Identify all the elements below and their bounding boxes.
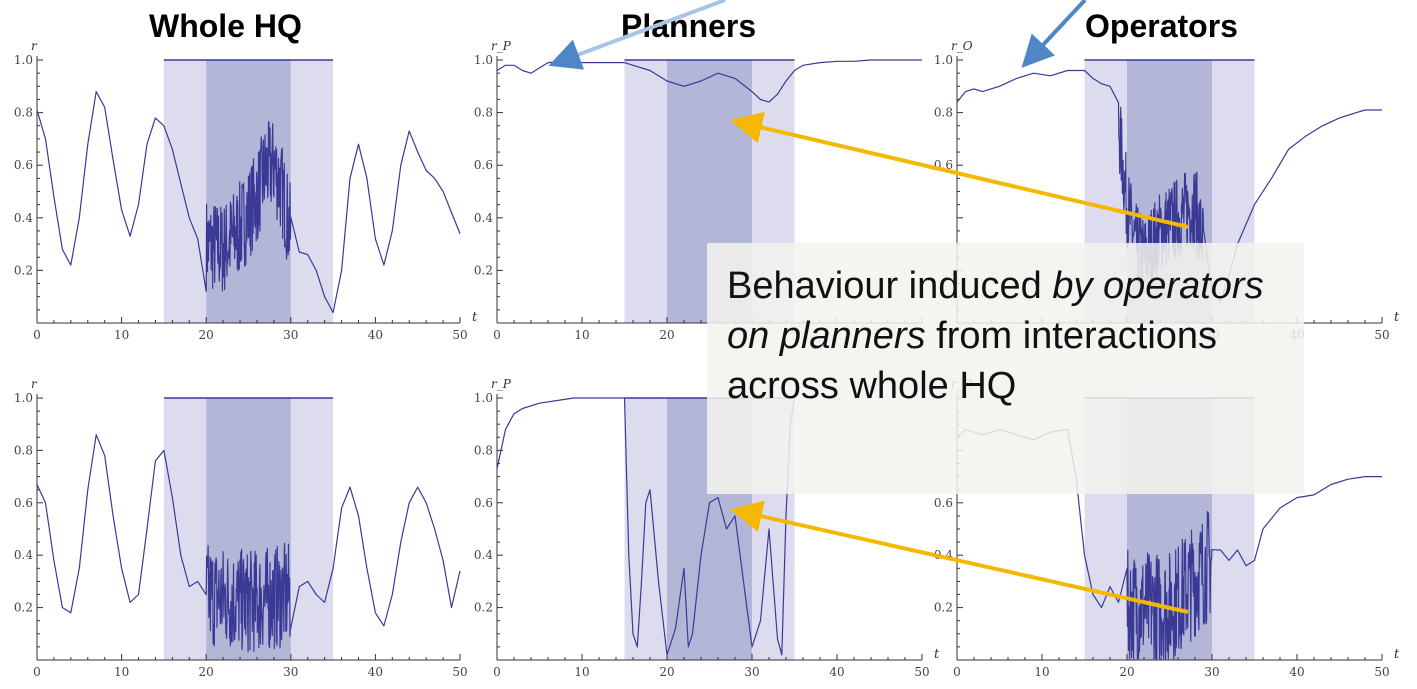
series-line	[36, 434, 461, 653]
x-tick-label: 10	[1034, 665, 1049, 679]
x-axis-label: t	[472, 310, 478, 325]
y-tick-label: 0.8	[474, 443, 493, 457]
series-line	[36, 91, 461, 314]
x-tick-label: 20	[199, 665, 214, 679]
y-tick-label: 0.8	[934, 106, 953, 120]
series-line	[956, 428, 1382, 660]
x-tick-label: 20	[199, 328, 214, 342]
x-tick-label: 40	[829, 665, 844, 679]
x-tick-label: 0	[953, 665, 961, 679]
x-tick-label: 50	[452, 328, 467, 342]
x-axis-label: t	[1394, 647, 1400, 662]
y-tick-label: 1.0	[474, 53, 493, 67]
y-axis-label: r	[31, 39, 38, 53]
y-tick-label: 0.8	[474, 106, 493, 120]
y-tick-label: 0.6	[14, 496, 33, 510]
x-tick-label: 20	[1119, 665, 1134, 679]
y-tick-label: 0.2	[474, 601, 493, 615]
y-tick-label: 0.6	[934, 496, 953, 510]
y-axis-label: r	[31, 377, 38, 391]
x-tick-label: 10	[574, 665, 589, 679]
x-tick-label: 10	[114, 328, 129, 342]
y-tick-label: 0.6	[934, 158, 953, 172]
y-tick-label: 0.4	[14, 548, 33, 562]
x-tick-label: 20	[659, 328, 674, 342]
x-tick-label: 20	[659, 665, 674, 679]
x-tick-label: 50	[1374, 665, 1389, 679]
y-tick-label: 0.2	[934, 601, 953, 615]
y-tick-label: 0.4	[474, 211, 493, 225]
callout-text-1: Behaviour induced	[727, 265, 1053, 307]
y-tick-label: 1.0	[14, 391, 33, 405]
chart-panel-4: 0 10 20 30 40 50 0.2 0.4 0.6 0.8 1.0r	[14, 377, 468, 679]
y-tick-label: 0.4	[14, 211, 33, 225]
x-tick-label: 10	[114, 665, 129, 679]
x-tick-label: 30	[1204, 665, 1219, 679]
title-whole-hq: Whole HQ	[149, 8, 302, 44]
x-tick-label: 0	[493, 328, 501, 342]
x-tick-label: 0	[493, 665, 501, 679]
callout-text-2: by operators on planners	[727, 265, 1264, 357]
y-tick-label: 1.0	[14, 53, 33, 67]
x-tick-label: 30	[283, 665, 298, 679]
y-axis-label: r_P	[491, 39, 512, 53]
title-planners: Planners	[621, 8, 757, 44]
x-tick-label: 40	[368, 665, 383, 679]
x-tick-label: 10	[574, 328, 589, 342]
y-axis-label: r_O	[951, 39, 973, 53]
x-tick-label: 0	[33, 328, 41, 342]
y-tick-label: 0.2	[14, 601, 33, 615]
y-tick-label: 1.0	[474, 391, 493, 405]
x-tick-label: 30	[283, 328, 298, 342]
chart-panel-1: 0 10 20 30 40 50 0.2 0.4 0.6 0.8 1.0 t r	[14, 39, 478, 342]
x-tick-label: 50	[914, 665, 929, 679]
x-tick-label: 0	[33, 665, 41, 679]
y-tick-label: 0.8	[14, 443, 33, 457]
y-tick-label: 0.6	[474, 158, 493, 172]
y-tick-label: 0.6	[14, 158, 33, 172]
y-tick-label: 0.2	[14, 263, 33, 277]
y-tick-label: 0.2	[474, 263, 493, 277]
series-line	[496, 397, 796, 656]
y-tick-label: 1.0	[934, 53, 953, 67]
x-tick-label: 30	[744, 665, 759, 679]
x-tick-label: 40	[368, 328, 383, 342]
x-tick-label: 50	[1374, 328, 1389, 342]
y-tick-label: 0.4	[934, 548, 953, 562]
title-operators: Operators	[1085, 8, 1238, 44]
x-axis-label: t	[934, 647, 940, 662]
annotation-callout: Behaviour induced by operators on planne…	[707, 243, 1304, 494]
series-line	[496, 59, 922, 103]
y-tick-label: 0.4	[474, 548, 493, 562]
x-tick-label: 40	[1289, 665, 1304, 679]
x-tick-label: 50	[452, 665, 467, 679]
x-axis-label: t	[1394, 310, 1400, 325]
y-axis-label: r_P	[491, 377, 512, 391]
y-tick-label: 0.8	[14, 106, 33, 120]
callout-text-3: from interactions across whole HQ	[727, 315, 1218, 407]
y-tick-label: 0.6	[474, 496, 493, 510]
